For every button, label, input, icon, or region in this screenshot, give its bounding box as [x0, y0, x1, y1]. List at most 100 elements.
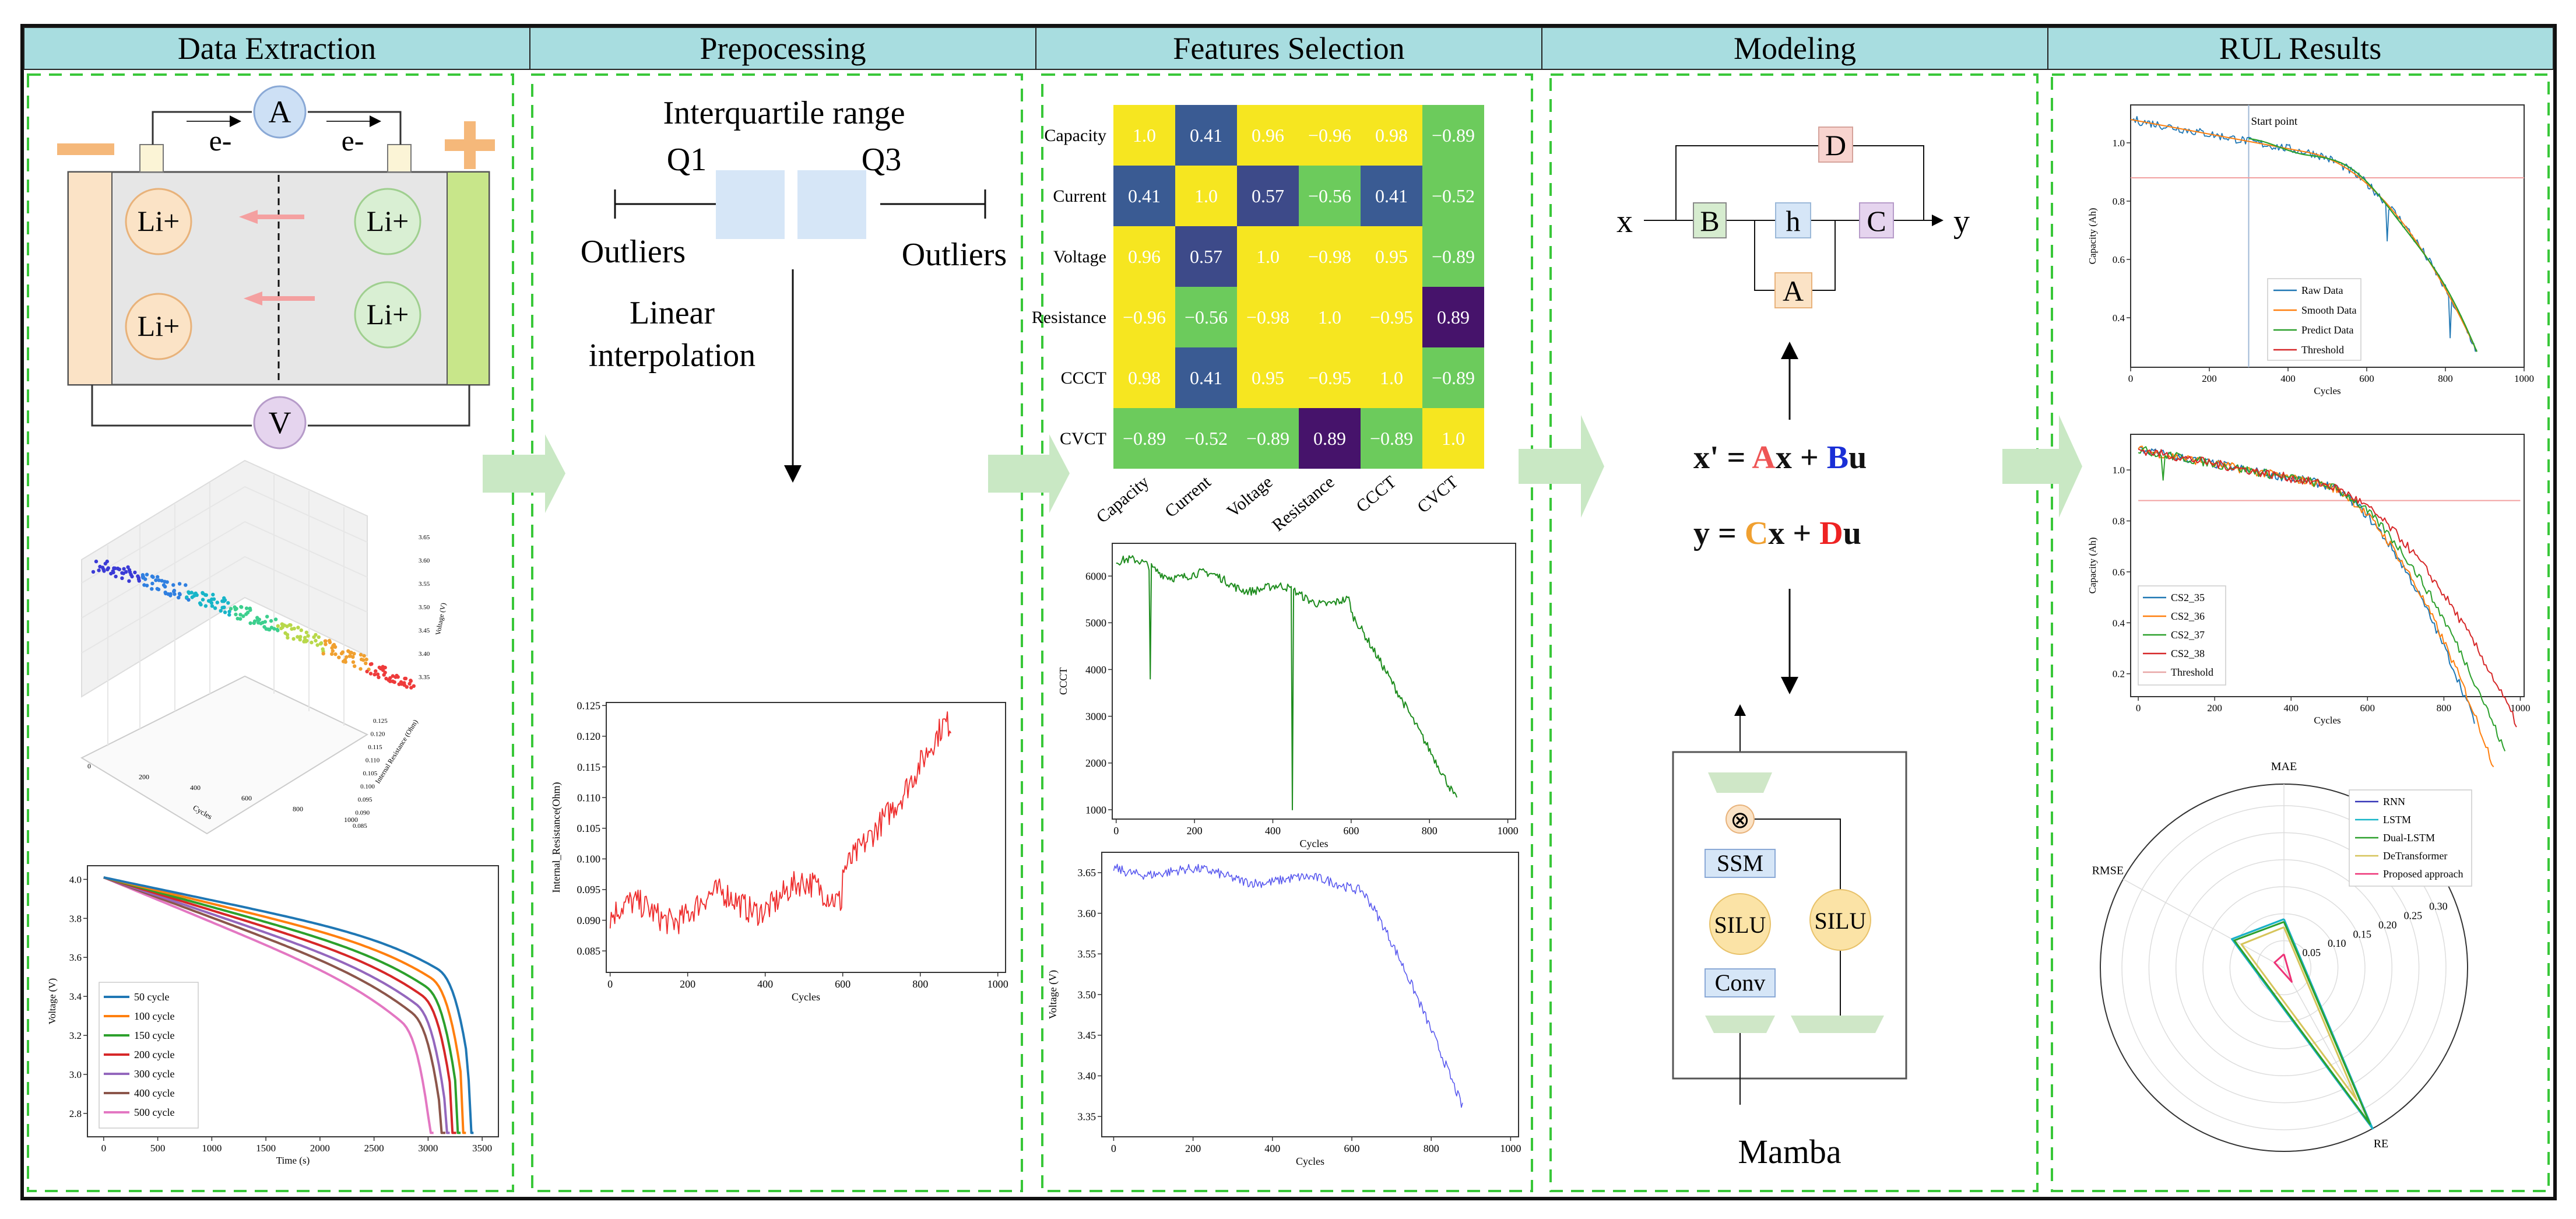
- heatmap-cell: [1361, 408, 1422, 469]
- gate-branch-wire: [1755, 818, 1841, 1016]
- scatter3d-point: [201, 591, 205, 595]
- scatter3d-point: [210, 604, 215, 608]
- resistance-x-tick-label: 1000: [987, 978, 1008, 990]
- ccct-series-line: [1116, 555, 1458, 810]
- flow-arrow-3: [1519, 415, 1604, 518]
- eq1-a: A: [1752, 440, 1776, 476]
- heatmap-cell: [1113, 347, 1175, 408]
- discharge-y-tick-label: 3.2: [69, 1030, 82, 1041]
- outliers-left-label: Outliers: [581, 234, 686, 270]
- block-b: [1693, 202, 1727, 238]
- silu-right-node: [1809, 889, 1871, 951]
- scatter3d-point: [328, 640, 332, 645]
- discharge-series-line: [103, 876, 456, 1134]
- heatmap-value: 0.96: [1128, 246, 1161, 267]
- scatter3d-point: [299, 628, 303, 633]
- mamba-title: Mamba: [1738, 1133, 1841, 1171]
- voltage-x-tick-label: 800: [1424, 1143, 1439, 1154]
- section-title-preprocessing: Prepocessing: [700, 31, 866, 66]
- scatter3d-point: [364, 657, 368, 662]
- scatter3d-point: [240, 605, 244, 609]
- heatmap-cell: [1422, 226, 1484, 287]
- heatmap-cell: [1299, 166, 1361, 226]
- section-title-extraction: Data Extraction: [178, 31, 376, 66]
- ccct-frame: [1112, 543, 1516, 820]
- heatmap-cell: [1299, 226, 1361, 287]
- heatmap-value: 0.95: [1375, 246, 1408, 267]
- scatter3d-point: [375, 672, 380, 676]
- heatmap-value: −0.89: [1246, 428, 1289, 449]
- mamba-top-trapezoid: [1708, 772, 1772, 793]
- rul-legend-box: [2267, 278, 2361, 361]
- scatter3d-point: [165, 580, 169, 584]
- outliers-right-label: Outliers: [902, 237, 1007, 273]
- heatmap-value: 1.0: [1318, 307, 1341, 328]
- scatter3d-point: [156, 587, 161, 592]
- silu-left-node: [1709, 893, 1771, 955]
- cells-y-tick-label: 1.0: [2113, 465, 2125, 476]
- heatmap-cell: [1361, 347, 1422, 408]
- discharge-legend-label: 50 cycle: [134, 991, 169, 1003]
- scatter3d-point: [209, 601, 214, 605]
- scatter3d-point: [223, 598, 227, 602]
- q1-label: Q1: [667, 142, 707, 178]
- resistance-y-axis-label: Internal_Resistance(Ohm): [550, 782, 563, 893]
- heatmap-value: 1.0: [1194, 185, 1218, 206]
- heatmap-value: −0.96: [1123, 307, 1166, 328]
- scatter3d-point: [160, 579, 164, 583]
- iqr-box-upper: [797, 170, 866, 239]
- section-title-features: Features Selection: [1173, 31, 1404, 66]
- discharge-x-tick-label: 2500: [364, 1143, 384, 1154]
- heatmap-cell: [1113, 105, 1175, 166]
- scatter3d-point: [127, 579, 131, 583]
- li-ion-label-3: Li+: [367, 205, 409, 237]
- scatter3d-point: [314, 633, 318, 637]
- scatter3d-point: [303, 635, 307, 640]
- ssm-input-x: x: [1616, 203, 1633, 240]
- resistance-y-tick-label: 0.110: [577, 792, 600, 803]
- panel-extraction: [27, 73, 514, 1192]
- scatter3d-point: [187, 598, 191, 602]
- scatter3d-point: [227, 609, 231, 614]
- flow-arrow-1: [483, 434, 565, 513]
- scatter3d-point: [227, 613, 231, 617]
- scatter3d-point: [403, 676, 407, 681]
- scatter3d-point: [396, 675, 400, 679]
- heatmap-cell: [1299, 105, 1361, 166]
- scatter3d-point: [173, 592, 177, 596]
- scatter3d-point: [234, 612, 238, 617]
- radar-ring-label: 0.10: [2328, 937, 2346, 949]
- multiply-icon: ⊗: [1730, 807, 1750, 833]
- scatter3d-point: [187, 591, 191, 595]
- scatter3d-point: [94, 559, 99, 564]
- cells-x-tick-label: 800: [2437, 702, 2452, 714]
- heatmap-cell: [1113, 287, 1175, 347]
- wire-a-loop: [1754, 220, 1836, 291]
- scatter3d-point: [142, 583, 146, 587]
- ccct-x-tick-label: 0: [1113, 825, 1119, 837]
- scatter3d-point: [345, 655, 349, 659]
- scatter3d-point: [257, 617, 261, 621]
- block-c: [1859, 202, 1894, 238]
- block-h: [1775, 202, 1811, 238]
- radar-spoke: [2122, 879, 2285, 968]
- scatter3d-point: [314, 638, 318, 643]
- discharge-legend-label: 400 cycle: [134, 1087, 174, 1099]
- section-title-results: RUL Results: [2219, 31, 2382, 66]
- silu-right-label: SILU: [1815, 908, 1867, 934]
- ssm-label: SSM: [1717, 850, 1763, 876]
- resistance-y-tick-label: 0.090: [577, 915, 601, 926]
- radar-axis-label: MAE: [2271, 760, 2297, 773]
- scatter3d-y-tick: 0.125: [373, 718, 388, 725]
- heatmap-cell: [1299, 287, 1361, 347]
- scatter3d-point: [248, 621, 252, 626]
- scatter3d-point: [184, 583, 188, 587]
- scatter3d-point: [388, 679, 392, 683]
- discharge-x-tick-label: 1000: [202, 1143, 222, 1154]
- scatter3d-point: [368, 672, 373, 676]
- heatmap-cell: [1113, 226, 1175, 287]
- resistance-y-tick-label: 0.095: [577, 884, 601, 895]
- rul-y-axis-label: Capacity (Ah): [2087, 208, 2098, 265]
- rul-x-tick-label: 200: [2202, 373, 2217, 384]
